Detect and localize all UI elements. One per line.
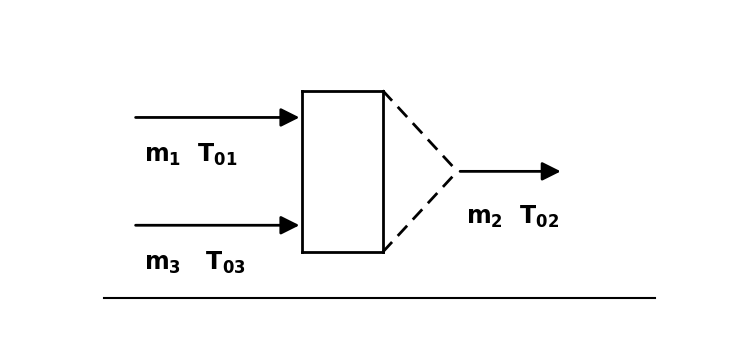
Text: $\mathbf{m}_\mathbf{3}$   $\mathbf{T}_\mathbf{03}$: $\mathbf{m}_\mathbf{3}$ $\mathbf{T}_\mat… <box>144 250 246 276</box>
Text: $\mathbf{m}_\mathbf{1}$  $\mathbf{T}_\mathbf{01}$: $\mathbf{m}_\mathbf{1}$ $\mathbf{T}_\mat… <box>144 142 238 168</box>
Text: $\mathbf{m}_\mathbf{2}$  $\mathbf{T}_\mathbf{02}$: $\mathbf{m}_\mathbf{2}$ $\mathbf{T}_\mat… <box>466 204 559 230</box>
